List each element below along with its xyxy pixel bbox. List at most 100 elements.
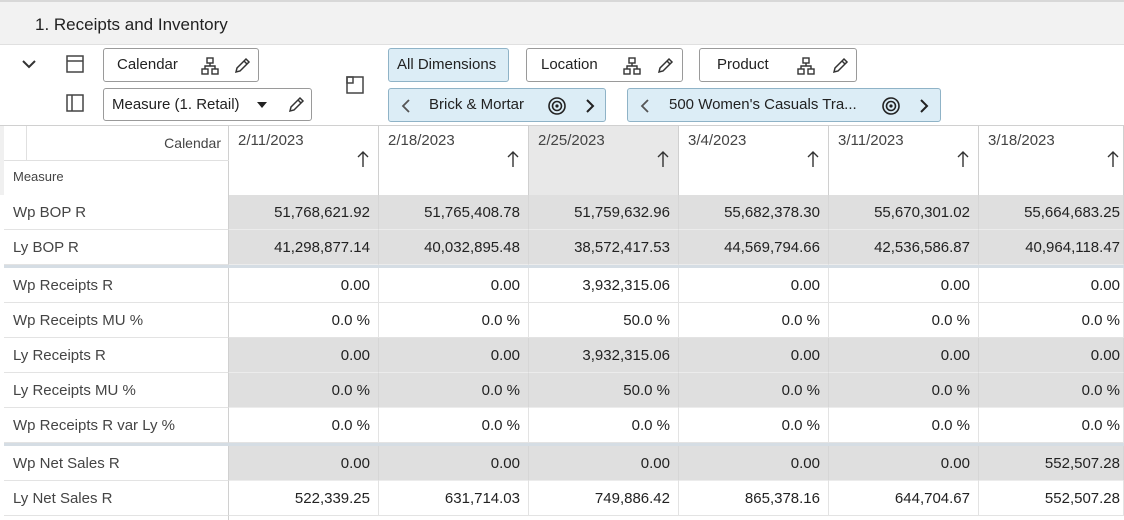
data-cell[interactable]: 38,572,417.53 <box>529 230 679 265</box>
data-cell[interactable]: 44,569,794.66 <box>679 230 829 265</box>
data-cell[interactable]: 0.00 <box>979 268 1124 303</box>
column-header[interactable] <box>379 126 529 195</box>
data-cell[interactable]: 0.0 % <box>379 408 529 443</box>
column-header[interactable] <box>829 126 979 195</box>
sort-arrow-icon <box>957 151 969 167</box>
data-cell[interactable]: 631,714.03 <box>379 481 529 516</box>
collapse-icon[interactable] <box>20 57 38 71</box>
layout-icon[interactable] <box>66 94 84 112</box>
data-cell[interactable]: 50.0 % <box>529 303 679 338</box>
row-axis-label: Measure <box>13 169 64 184</box>
column-header[interactable] <box>679 126 829 195</box>
edit-icon[interactable] <box>233 57 251 75</box>
data-cell[interactable]: 0.00 <box>229 446 379 481</box>
edit-icon[interactable] <box>831 57 849 75</box>
data-cell[interactable]: 40,964,118.47 <box>979 230 1124 265</box>
edit-icon[interactable] <box>287 96 305 114</box>
column-header[interactable] <box>979 126 1124 195</box>
data-cell[interactable]: 552,507.28 <box>979 446 1124 481</box>
data-cell[interactable]: 42,536,586.87 <box>829 230 979 265</box>
data-cell[interactable]: 0.00 <box>829 338 979 373</box>
data-cell[interactable]: 0.0 % <box>679 408 829 443</box>
data-cell[interactable]: 0.00 <box>679 338 829 373</box>
data-cell[interactable]: 0.0 % <box>679 373 829 408</box>
data-cell[interactable]: 55,682,378.30 <box>679 195 829 230</box>
measure-dropdown[interactable]: Measure (1. Retail) <box>103 88 312 121</box>
data-cell[interactable]: 0.00 <box>379 338 529 373</box>
target-icon[interactable] <box>881 96 901 116</box>
all-dimensions-button[interactable]: All Dimensions <box>388 48 509 82</box>
button-label: All Dimensions <box>397 56 497 73</box>
data-cell[interactable]: 0.0 % <box>379 373 529 408</box>
next-arrow[interactable] <box>583 98 597 114</box>
next-arrow[interactable] <box>917 98 931 114</box>
previous-arrow[interactable] <box>399 98 413 114</box>
data-cell[interactable]: 0.00 <box>379 446 529 481</box>
data-cell[interactable]: 0.00 <box>829 446 979 481</box>
target-icon[interactable] <box>547 96 567 116</box>
data-cell[interactable]: 0.00 <box>229 268 379 303</box>
data-cell[interactable]: 0.00 <box>679 268 829 303</box>
data-cell[interactable]: 0.0 % <box>379 303 529 338</box>
sort-arrow[interactable] <box>506 150 520 168</box>
data-cell[interactable]: 0.00 <box>379 268 529 303</box>
previous-arrow[interactable] <box>638 98 652 114</box>
data-cell[interactable]: 644,704.67 <box>829 481 979 516</box>
data-cell[interactable]: 0.0 % <box>529 408 679 443</box>
data-cell[interactable]: 0.00 <box>679 446 829 481</box>
data-cell[interactable]: 552,507.28 <box>979 481 1124 516</box>
data-cell[interactable]: 51,768,621.92 <box>229 195 379 230</box>
pivot-icon[interactable] <box>346 76 364 94</box>
data-cell[interactable]: 3,932,315.06 <box>529 268 679 303</box>
data-cell[interactable]: 0.0 % <box>829 373 979 408</box>
data-cell[interactable]: 0.00 <box>529 446 679 481</box>
sort-arrow[interactable] <box>806 150 820 168</box>
location-button[interactable]: Location <box>526 48 683 82</box>
data-cell[interactable]: 51,759,632.96 <box>529 195 679 230</box>
location-selector[interactable]: Brick & Mortar <box>388 88 606 122</box>
data-cell[interactable]: 749,886.42 <box>529 481 679 516</box>
data-cell[interactable]: 0.0 % <box>229 303 379 338</box>
column-date: 2/18/2023 <box>388 132 455 149</box>
sort-arrow[interactable] <box>1106 150 1120 168</box>
sort-arrow[interactable] <box>356 150 370 168</box>
hierarchy-icon[interactable] <box>623 57 641 75</box>
data-cell[interactable]: 0.0 % <box>829 408 979 443</box>
data-cell[interactable]: 522,339.25 <box>229 481 379 516</box>
product-selector[interactable]: 500 Women's Casuals Tra... <box>627 88 941 122</box>
data-cell[interactable]: 0.00 <box>229 338 379 373</box>
column-header[interactable] <box>529 126 679 195</box>
data-cell[interactable]: 0.00 <box>829 268 979 303</box>
data-cell[interactable]: 40,032,895.48 <box>379 230 529 265</box>
data-cell[interactable]: 51,765,408.78 <box>379 195 529 230</box>
sort-arrow[interactable] <box>656 150 670 168</box>
edit-icon[interactable] <box>656 57 674 75</box>
column-date: 2/25/2023 <box>538 132 605 149</box>
sort-arrow-icon <box>357 151 369 167</box>
data-cell[interactable]: 3,932,315.06 <box>529 338 679 373</box>
data-cell[interactable]: 0.0 % <box>679 303 829 338</box>
hierarchy-icon[interactable] <box>797 57 815 75</box>
data-cell[interactable]: 50.0 % <box>529 373 679 408</box>
data-cell[interactable]: 0.00 <box>979 338 1124 373</box>
title-bar: 1. Receipts and Inventory <box>0 0 1124 45</box>
data-cell[interactable]: 0.0 % <box>979 373 1124 408</box>
data-cell[interactable]: 865,378.16 <box>679 481 829 516</box>
data-cell[interactable]: 0.0 % <box>979 303 1124 338</box>
data-cell[interactable]: 55,670,301.02 <box>829 195 979 230</box>
data-cell[interactable]: 0.0 % <box>979 408 1124 443</box>
data-cell[interactable]: 0.0 % <box>229 373 379 408</box>
layout-icon[interactable] <box>66 55 84 73</box>
calendar-button[interactable]: Calendar <box>103 48 259 82</box>
data-cell[interactable]: 41,298,877.14 <box>229 230 379 265</box>
data-cell[interactable]: 0.0 % <box>829 303 979 338</box>
hierarchy-icon[interactable] <box>201 57 219 75</box>
column-header[interactable] <box>229 126 379 195</box>
sort-arrow-icon <box>807 151 819 167</box>
sort-arrow-icon <box>1107 151 1119 167</box>
data-cell[interactable]: 55,664,683.25 <box>979 195 1124 230</box>
sort-arrow[interactable] <box>956 150 970 168</box>
data-cell[interactable]: 0.0 % <box>229 408 379 443</box>
product-button[interactable]: Product <box>699 48 857 82</box>
